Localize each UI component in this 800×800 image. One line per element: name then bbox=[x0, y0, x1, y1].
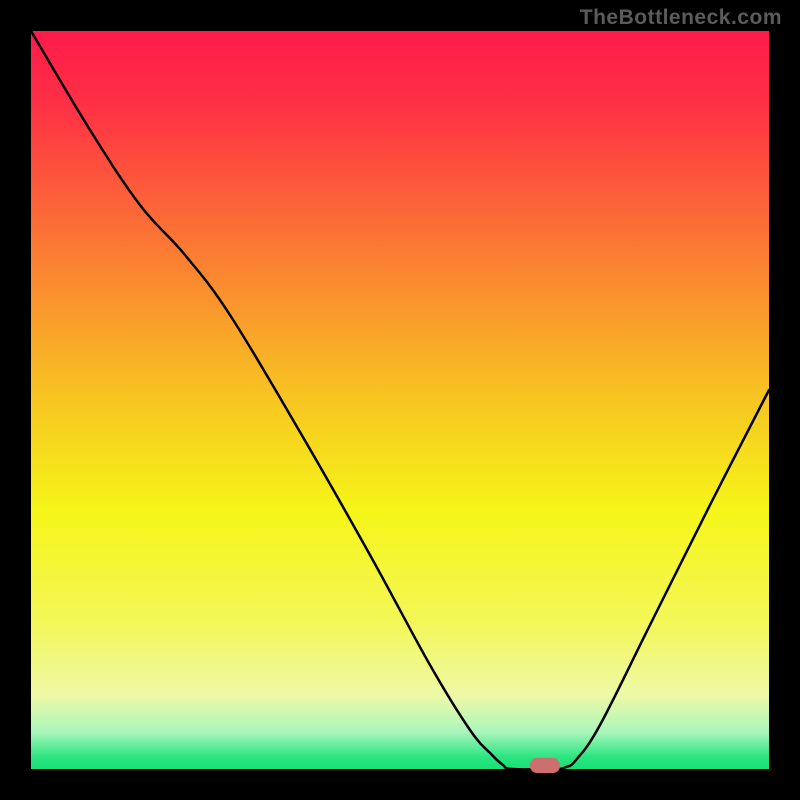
chart-svg bbox=[0, 0, 800, 800]
watermark-text: TheBottleneck.com bbox=[580, 6, 782, 30]
chart-root: { "watermark": { "text": "TheBottleneck.… bbox=[0, 0, 800, 800]
plot-background bbox=[31, 31, 769, 769]
optimum-marker bbox=[530, 758, 560, 773]
